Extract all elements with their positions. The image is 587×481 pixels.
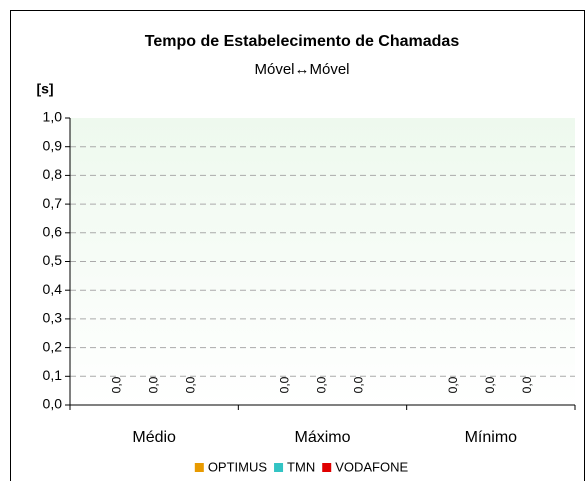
value-label: 0,0 — [520, 376, 534, 393]
legend-label: OPTIMUS — [208, 459, 268, 474]
x-tick-label: Médio — [132, 429, 176, 446]
x-tick-label: Máximo — [294, 429, 350, 446]
chart-subtitle: Móvel↔Móvel — [254, 61, 349, 78]
legend-swatch — [194, 463, 204, 472]
legend-swatch — [322, 463, 332, 472]
chart-title: Tempo de Estabelecimento de Chamadas — [145, 33, 460, 50]
value-label: 0,0 — [183, 376, 197, 393]
y-tick-label: 0,2 — [43, 338, 63, 354]
y-tick-label: 0,5 — [43, 252, 63, 268]
value-label: 0,0 — [109, 376, 123, 393]
y-tick-label: 1,0 — [43, 109, 63, 125]
y-axis-label: [s] — [36, 81, 53, 97]
x-tick-label: Mínimo — [465, 429, 518, 446]
legend-swatch — [274, 463, 284, 472]
legend-label: TMN — [287, 459, 315, 474]
legend-label: VODAFONE — [335, 459, 408, 474]
y-tick-label: 0,8 — [43, 166, 63, 182]
y-tick-label: 0,9 — [43, 137, 63, 153]
y-tick-label: 0,7 — [43, 195, 63, 211]
y-tick-label: 0,3 — [43, 310, 63, 326]
value-label: 0,0 — [278, 376, 292, 393]
y-tick-label: 0,6 — [43, 224, 63, 240]
value-label: 0,0 — [146, 376, 160, 393]
value-label: 0,0 — [315, 376, 329, 393]
y-tick-label: 0,4 — [43, 281, 63, 297]
value-label: 0,0 — [446, 376, 460, 393]
value-label: 0,0 — [352, 376, 366, 393]
y-tick-label: 0,1 — [43, 367, 63, 383]
value-label: 0,0 — [483, 376, 497, 393]
y-tick-label: 0,0 — [43, 396, 63, 412]
